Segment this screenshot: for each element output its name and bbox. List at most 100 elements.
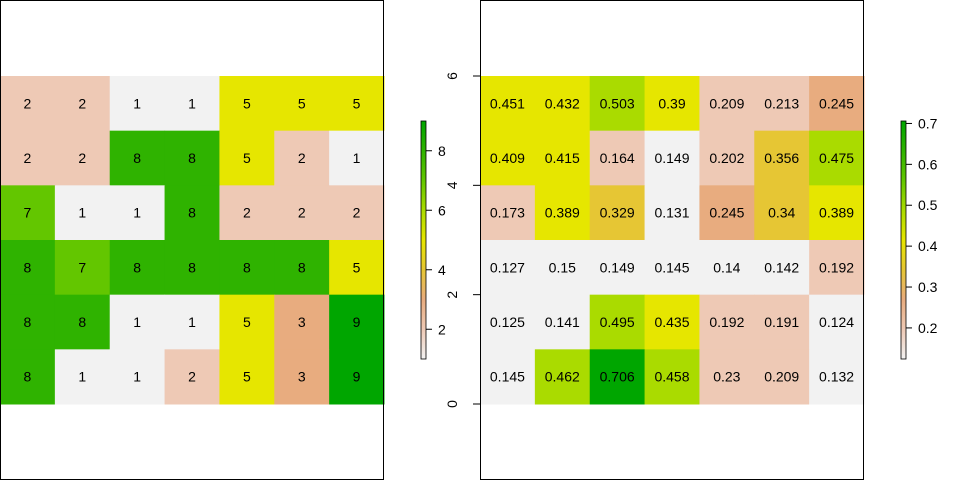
raster-cell [274, 130, 330, 186]
right-legend: 0.2 0.3 0.4 0.5 0.6 0.7 [900, 115, 938, 360]
raster-cell [644, 349, 700, 405]
raster-cell [329, 240, 385, 296]
cell-value-label: 0.145 [490, 369, 525, 385]
raster-cell [809, 349, 865, 405]
cell-value-label: 0.131 [654, 205, 689, 221]
cell-value-label: 0.462 [545, 369, 580, 385]
cell-value-label: 2 [24, 150, 32, 166]
cell-value-label: 2 [24, 95, 32, 111]
raster-cell [109, 240, 166, 296]
legend-tick-label: 4 [438, 262, 446, 278]
cell-value-label: 5 [243, 95, 251, 111]
cell-value-label: 0.213 [764, 95, 799, 111]
raster-cell [274, 294, 330, 350]
cell-value-label: 5 [243, 314, 251, 330]
raster-cell [809, 240, 865, 296]
cell-value-label: 0.209 [764, 369, 799, 385]
cell-value-label: 0.23 [713, 369, 740, 385]
cell-value-label: 0.389 [545, 205, 580, 221]
cell-value-label: 2 [353, 205, 361, 221]
cell-value-label: 1 [188, 314, 196, 330]
cell-value-label: 8 [133, 259, 141, 275]
raster-cell [809, 294, 865, 350]
cell-value-label: 5 [243, 150, 251, 166]
cell-value-label: 1 [188, 95, 196, 111]
cell-value-label: 0.245 [709, 205, 744, 221]
cell-value-label: 0.149 [654, 150, 689, 166]
cell-value-label: 0.14 [713, 259, 740, 275]
cell-value-label: 0.141 [545, 314, 580, 330]
cell-value-label: 0.389 [819, 205, 854, 221]
cell-value-label: 0.503 [600, 95, 635, 111]
cell-value-label: 0.415 [545, 150, 580, 166]
y-axis-tick-label: 2 [444, 291, 460, 299]
y-axis-tick-label: 0 [444, 400, 460, 408]
raster-cell [699, 240, 755, 296]
right-raster-panel: 0.451 0.432 0.503 0.39 0.209 0.213 0.245 0.409 0… [480, 0, 865, 480]
cell-value-label: 2 [188, 369, 196, 385]
legend-color-bar [420, 120, 427, 360]
cell-value-label: 0.192 [709, 314, 744, 330]
raster-cell [754, 240, 810, 296]
cell-value-label: 5 [243, 369, 251, 385]
cell-value-label: 0.356 [764, 150, 799, 166]
cell-value-label: 1 [133, 95, 141, 111]
cell-value-label: 1 [78, 205, 86, 221]
raster-cell [0, 76, 56, 132]
cell-value-label: 2 [243, 205, 251, 221]
legend-tick-label: 2 [438, 321, 446, 337]
raster-cell [54, 240, 111, 296]
cell-value-label: 8 [24, 314, 32, 330]
cell-value-label: 0.432 [545, 95, 580, 111]
raster-cell [219, 294, 275, 350]
cell-value-label: 5 [353, 95, 361, 111]
cell-value-label: 0.127 [490, 259, 525, 275]
raster-cell [699, 130, 755, 186]
raster-cell [164, 76, 220, 132]
cell-value-label: 0.15 [549, 259, 576, 275]
cell-value-label: 1 [353, 150, 361, 166]
raster-cell [534, 349, 591, 405]
cell-value-label: 8 [78, 314, 86, 330]
cell-value-label: 0.145 [654, 259, 689, 275]
cell-value-label: 0.706 [600, 369, 635, 385]
raster-cell [534, 185, 591, 241]
cell-value-label: 1 [133, 205, 141, 221]
legend-tick-label: 8 [438, 143, 446, 159]
cell-value-label: 1 [78, 369, 86, 385]
raster-cell [0, 349, 56, 405]
raster-cell [109, 294, 166, 350]
raster-cell [480, 349, 536, 405]
raster-cell [274, 185, 330, 241]
raster-cell [54, 294, 111, 350]
cell-value-label: 9 [353, 369, 361, 385]
raster-cell [480, 76, 536, 132]
legend-tick-label: 0.5 [918, 197, 938, 213]
cell-value-label: 2 [298, 150, 306, 166]
raster-cell [809, 76, 865, 132]
cell-value-label: 0.245 [819, 95, 854, 111]
raster-cell [480, 185, 536, 241]
cell-value-label: 8 [188, 205, 196, 221]
cell-value-label: 7 [24, 205, 32, 221]
raster-cell [589, 76, 646, 132]
raster-cell [219, 349, 275, 405]
cell-value-label: 9 [353, 314, 361, 330]
raster-cell [0, 185, 56, 241]
cell-value-label: 0.39 [658, 95, 685, 111]
raster-cell [219, 185, 275, 241]
raster-cell [219, 130, 275, 186]
raster-cell [54, 76, 111, 132]
raster-cell [754, 349, 810, 405]
raster-cell [699, 294, 755, 350]
cell-value-label: 2 [78, 95, 86, 111]
cell-value-label: 5 [353, 259, 361, 275]
raster-cell [480, 294, 536, 350]
raster-cell [329, 130, 385, 186]
raster-cell [54, 185, 111, 241]
raster-cell [754, 185, 810, 241]
cell-value-label: 0.34 [768, 205, 795, 221]
raster-cell [109, 76, 166, 132]
cell-value-label: 0.435 [654, 314, 689, 330]
